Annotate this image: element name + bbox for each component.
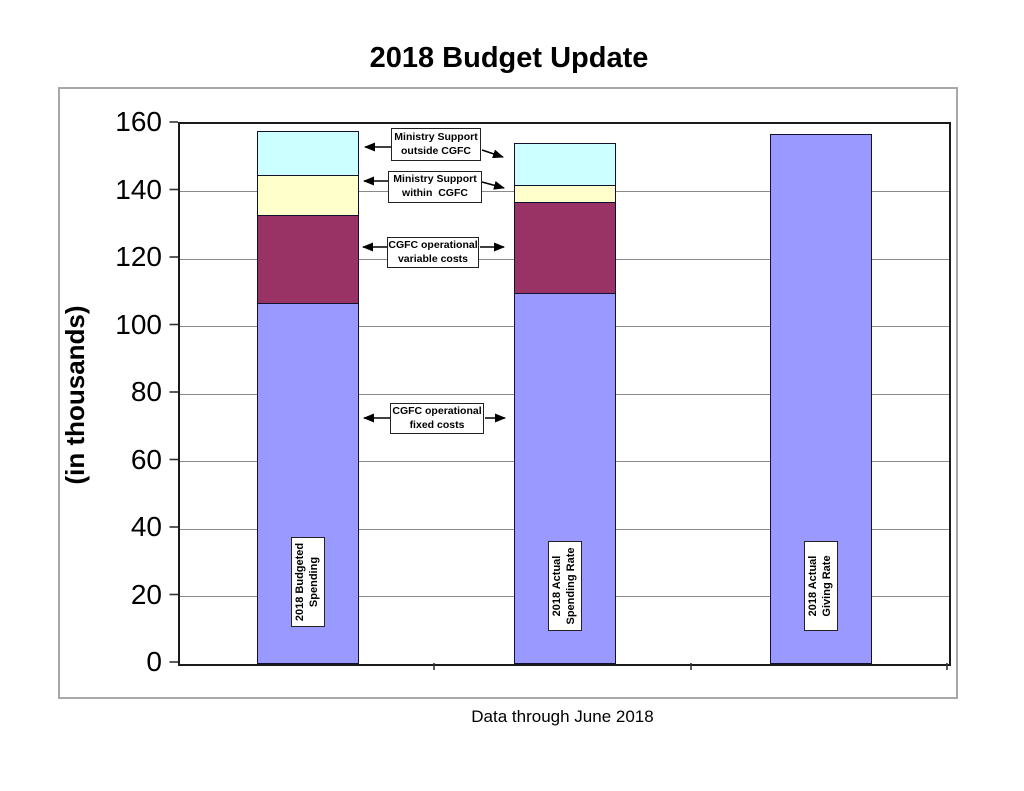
y-tick-label: 140 (115, 173, 162, 205)
chart-caption: Data through June 2018 (471, 707, 654, 726)
bar-category-label: 2018 Actual Spending Rate (547, 541, 582, 631)
bar-label-line: Spending Rate (564, 547, 577, 625)
chart-title: 2018 Budget Update (369, 42, 649, 74)
y-tick-label: 20 (130, 578, 162, 610)
bar-label-line: 2018 Actual (550, 555, 563, 617)
annotation-line: CGFC operational (388, 238, 478, 251)
annotation-line: within CGFC (402, 187, 468, 199)
annotation-variable-costs: CGFC operational variable costs (387, 237, 479, 268)
bar-segment (513, 184, 616, 202)
bar-label-line: Giving Rate (820, 555, 833, 617)
annotation-line: variable costs (397, 252, 469, 265)
bar-segment (257, 174, 359, 216)
bar-category-label: 2018 Actual Giving Rate (803, 541, 838, 631)
bar-1 (257, 130, 359, 664)
bar-label-line: 2018 Budgeted (294, 542, 307, 622)
annotation-line: CGFC operational (392, 404, 482, 417)
y-axis-title: (in thousands) (60, 305, 90, 485)
annotation-ministry-within: Ministry Support within CGFC (388, 171, 482, 203)
bar-segment (513, 142, 616, 185)
annotation-line: outside CGFC (401, 144, 471, 157)
bar-label-line: 2018 Actual (806, 555, 819, 617)
bar-segment (257, 130, 359, 175)
annotation-ministry-outside: Ministry Support outside CGFC (391, 128, 481, 161)
bar-category-label-text: 2018 Actual Spending Rate (547, 541, 582, 631)
annotation-line: Ministry Support (393, 173, 477, 186)
y-tick-label: 120 (115, 241, 162, 272)
annotation-line: Ministry Support (394, 130, 478, 143)
bar-segment (257, 215, 359, 303)
y-tick-label: 160 (115, 106, 162, 137)
y-tick-label: 80 (130, 376, 162, 407)
y-tick-label: 60 (130, 443, 162, 475)
bar-category-label: 2018 Budgeted Spending (291, 537, 325, 627)
bar-category-label-text: 2018 Budgeted Spending (291, 537, 325, 627)
annotation-line: fixed costs (409, 418, 465, 431)
annotation-fixed-costs: CGFC operational fixed costs (390, 403, 484, 434)
plot-area: 2018 Budgeted Spending 2018 Actual Spending… (178, 122, 951, 666)
y-tick-label: 40 (130, 511, 162, 542)
bar-category-label-text: 2018 Actual Giving Rate (803, 541, 838, 631)
bar-segment (513, 201, 616, 293)
bar-segment (257, 302, 359, 664)
y-tick-label: 100 (115, 308, 162, 340)
y-tick-label: 0 (146, 646, 162, 677)
bar-label-line: Spending (308, 556, 320, 608)
